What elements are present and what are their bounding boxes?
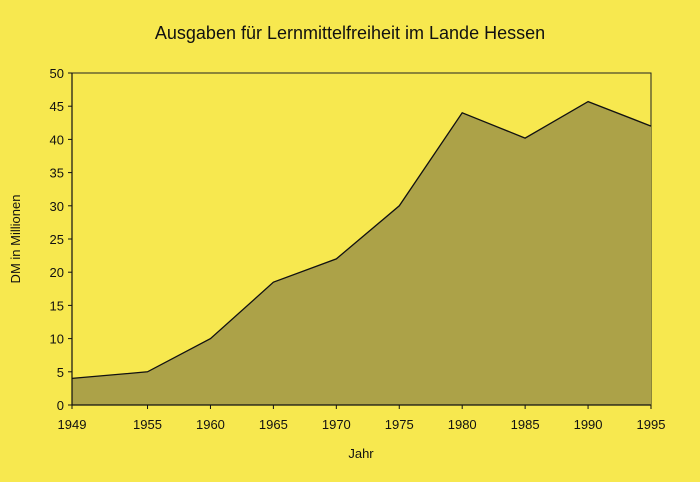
x-tick-label: 1980 <box>448 417 477 432</box>
x-tick-label: 1975 <box>385 417 414 432</box>
x-tick-label: 1995 <box>637 417 666 432</box>
area-series-fill <box>72 101 651 405</box>
x-tick-label: 1990 <box>574 417 603 432</box>
y-tick-label: 50 <box>50 66 64 81</box>
x-tick-labels: 1949 1955 1960 1965 1970 1975 1980 1985 1990 1995 <box>58 405 666 432</box>
y-tick-label: 0 <box>57 398 64 413</box>
y-tick-label: 45 <box>50 99 64 114</box>
y-tick-label: 30 <box>50 199 64 214</box>
y-tick-labels: 0 5 10 15 20 25 30 35 40 45 50 <box>50 66 72 413</box>
area-series-line <box>71 100 652 380</box>
x-tick-label: 1970 <box>322 417 351 432</box>
y-tick-label: 25 <box>50 232 64 247</box>
y-axis-label: DM in Millionen <box>8 195 23 284</box>
y-tick-label: 40 <box>50 132 64 147</box>
y-tick-label: 15 <box>50 298 64 313</box>
x-tick-label: 1949 <box>58 417 87 432</box>
y-tick-label: 35 <box>50 166 64 181</box>
x-tick-label: 1955 <box>133 417 162 432</box>
y-tick-label: 20 <box>50 265 64 280</box>
x-tick-label: 1965 <box>259 417 288 432</box>
chart-title: Ausgaben für Lernmittelfreiheit im Lande… <box>155 23 545 43</box>
y-tick-label: 10 <box>50 332 64 347</box>
x-tick-label: 1985 <box>511 417 540 432</box>
x-tick-label: 1960 <box>196 417 225 432</box>
y-tick-label: 5 <box>57 365 64 380</box>
x-axis-label: Jahr <box>348 446 374 461</box>
